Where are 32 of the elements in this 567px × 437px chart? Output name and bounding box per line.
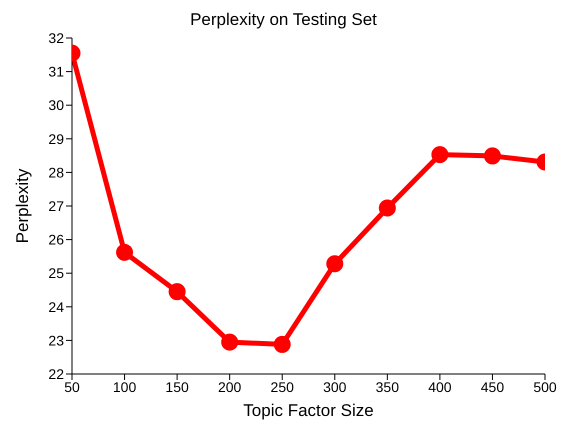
point (274, 336, 291, 353)
x-tick-label: 350 (376, 378, 400, 395)
x-tick-label: 500 (533, 378, 557, 395)
y-tick-label: 28 (48, 164, 64, 180)
y-tick-label: 22 (48, 366, 64, 382)
x-tick-label: 450 (480, 378, 504, 395)
x-tick-label: 200 (218, 378, 242, 395)
x-tick-label: 400 (428, 378, 452, 395)
x-tick-label: 250 (270, 378, 294, 395)
point (484, 147, 501, 164)
y-tick-label: 25 (48, 265, 64, 282)
y-tick-label: 27 (48, 198, 64, 214)
x-tick-label: 300 (323, 378, 347, 395)
point (431, 146, 448, 164)
point (168, 283, 186, 300)
y-tick-label: 31 (48, 64, 64, 80)
x-tick-label: 100 (112, 378, 136, 395)
y-tick-label: 23 (48, 332, 64, 348)
point (116, 244, 134, 261)
chart-title: Perplexity on Testing Set (189, 10, 378, 30)
y-tick-label: 24 (48, 298, 64, 315)
point (326, 255, 344, 272)
point (378, 200, 396, 217)
x-tick-label: 150 (165, 378, 190, 395)
x-tick-label: 50 (64, 378, 80, 395)
y-tick-label: 26 (48, 232, 64, 248)
y-tick-label: 32 (48, 30, 64, 46)
y-tick-label: 29 (48, 130, 64, 147)
point (221, 334, 238, 351)
x-axis-title: Topic Factor Size (243, 401, 374, 420)
y-axis-title: Perplexity (13, 168, 32, 244)
y-tick-label: 30 (48, 97, 64, 114)
